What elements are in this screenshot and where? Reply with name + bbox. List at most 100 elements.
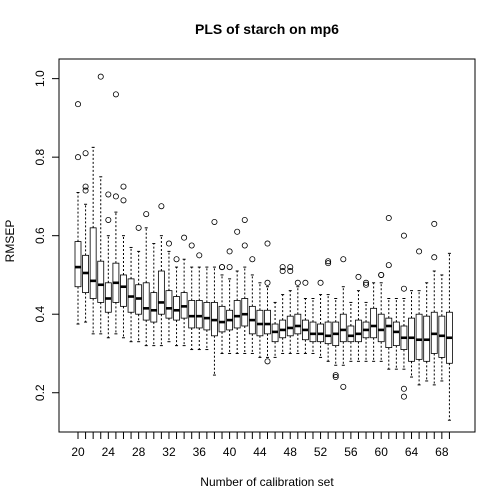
box-33 bbox=[173, 256, 180, 347]
box-56 bbox=[347, 301, 355, 362]
outlier-point bbox=[400, 285, 407, 292]
outlier-point bbox=[340, 383, 347, 390]
outlier-point bbox=[112, 91, 119, 98]
box-body bbox=[385, 317, 393, 348]
outlier-point bbox=[264, 279, 271, 286]
box-47 bbox=[279, 264, 287, 354]
box-57 bbox=[355, 273, 362, 362]
outlier-point bbox=[385, 262, 392, 269]
outlier-point bbox=[416, 248, 423, 255]
box-24 bbox=[104, 191, 112, 339]
x-tick-label: 52 bbox=[314, 445, 328, 459]
outlier-point bbox=[82, 183, 89, 190]
box-44 bbox=[256, 282, 264, 358]
box-43 bbox=[248, 256, 256, 354]
box-body bbox=[195, 300, 203, 329]
box-41 bbox=[233, 228, 241, 354]
box-35 bbox=[188, 242, 196, 351]
box-53 bbox=[324, 258, 332, 362]
box-26 bbox=[120, 183, 127, 339]
chart-title: PLS of starch on mp6 bbox=[195, 21, 339, 37]
outlier-point bbox=[234, 228, 241, 235]
box-40 bbox=[226, 248, 234, 354]
box-42 bbox=[241, 216, 249, 354]
box-59 bbox=[370, 282, 378, 362]
box-body bbox=[150, 292, 158, 323]
outlier-point bbox=[363, 281, 370, 288]
outlier-point bbox=[158, 203, 165, 210]
outlier-point bbox=[219, 264, 226, 271]
y-tick-label: 0.2 bbox=[33, 384, 47, 401]
x-tick-label: 40 bbox=[223, 445, 237, 459]
outlier-point bbox=[340, 256, 347, 263]
y-tick-label: 1.0 bbox=[33, 70, 47, 87]
x-axis: 20 24 28 32 36 40 44 48 52 56 60 64 68 bbox=[71, 432, 450, 459]
y-tick-label: 0.8 bbox=[33, 148, 47, 165]
outlier-point bbox=[82, 187, 89, 194]
box-25 bbox=[112, 91, 120, 335]
outlier-point bbox=[75, 154, 82, 161]
box-46 bbox=[271, 301, 279, 358]
box-32 bbox=[165, 240, 173, 343]
box-body bbox=[392, 321, 400, 347]
outlier-point bbox=[105, 216, 112, 223]
box-37 bbox=[203, 266, 211, 351]
x-tick-label: 28 bbox=[132, 445, 146, 459]
box-body bbox=[347, 325, 355, 343]
box-65 bbox=[415, 248, 423, 386]
box-body bbox=[324, 321, 332, 345]
outlier-point bbox=[264, 358, 271, 365]
box-61 bbox=[385, 215, 393, 370]
box-body bbox=[377, 313, 385, 343]
outlier-point bbox=[264, 240, 271, 247]
outlier-point bbox=[75, 101, 82, 108]
box-body bbox=[309, 321, 317, 343]
outlier-point bbox=[188, 242, 195, 249]
x-tick-label: 44 bbox=[253, 445, 267, 459]
outlier-point bbox=[385, 215, 392, 222]
y-tick-label: 0.4 bbox=[33, 306, 47, 323]
box-49 bbox=[294, 279, 302, 354]
x-tick-label: 60 bbox=[375, 445, 389, 459]
box-body bbox=[241, 298, 249, 327]
box-64 bbox=[408, 290, 415, 378]
box-34 bbox=[180, 234, 188, 347]
box-48 bbox=[286, 264, 294, 354]
outlier-point bbox=[120, 197, 127, 204]
outlier-point bbox=[97, 73, 104, 80]
box-30 bbox=[150, 243, 158, 347]
box-body bbox=[218, 305, 226, 333]
outlier-point bbox=[400, 232, 407, 239]
outlier-point bbox=[165, 240, 172, 247]
box-body bbox=[339, 313, 347, 343]
plot-frame bbox=[58, 58, 476, 433]
outlier-point bbox=[302, 279, 309, 286]
box-23 bbox=[97, 73, 105, 335]
box-51 bbox=[309, 298, 317, 354]
box-52 bbox=[317, 279, 324, 358]
outlier-point bbox=[105, 191, 112, 198]
box-50 bbox=[301, 279, 309, 354]
box-body bbox=[120, 274, 127, 307]
box-body bbox=[157, 270, 165, 315]
outlier-point bbox=[211, 218, 218, 225]
x-tick-label: 68 bbox=[435, 445, 449, 459]
box-27 bbox=[127, 246, 135, 343]
outlier-point bbox=[226, 264, 233, 271]
outlier-point bbox=[287, 268, 294, 275]
x-tick-label: 36 bbox=[193, 445, 207, 459]
box-body bbox=[233, 300, 241, 329]
box-38 bbox=[211, 218, 218, 376]
box-54 bbox=[332, 298, 340, 381]
outlier-point bbox=[135, 224, 142, 231]
outlier-point bbox=[241, 216, 248, 223]
box-body bbox=[355, 319, 362, 343]
outlier-point bbox=[287, 264, 294, 271]
outlier-point bbox=[279, 264, 286, 271]
outlier-point bbox=[249, 256, 256, 263]
box-67 bbox=[430, 220, 438, 386]
box-body bbox=[370, 307, 378, 339]
box-body bbox=[188, 300, 196, 329]
outlier-point bbox=[120, 183, 127, 190]
